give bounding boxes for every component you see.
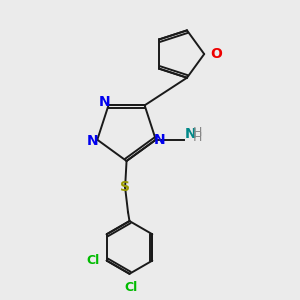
Text: N: N xyxy=(87,134,99,148)
Text: Cl: Cl xyxy=(124,281,138,294)
Text: Cl: Cl xyxy=(86,254,99,266)
Text: N: N xyxy=(185,127,197,141)
Text: S: S xyxy=(120,180,130,194)
Text: N: N xyxy=(99,95,111,110)
Text: H: H xyxy=(193,131,202,145)
Text: O: O xyxy=(210,47,222,61)
Text: H: H xyxy=(193,126,202,139)
Text: N: N xyxy=(154,133,165,147)
